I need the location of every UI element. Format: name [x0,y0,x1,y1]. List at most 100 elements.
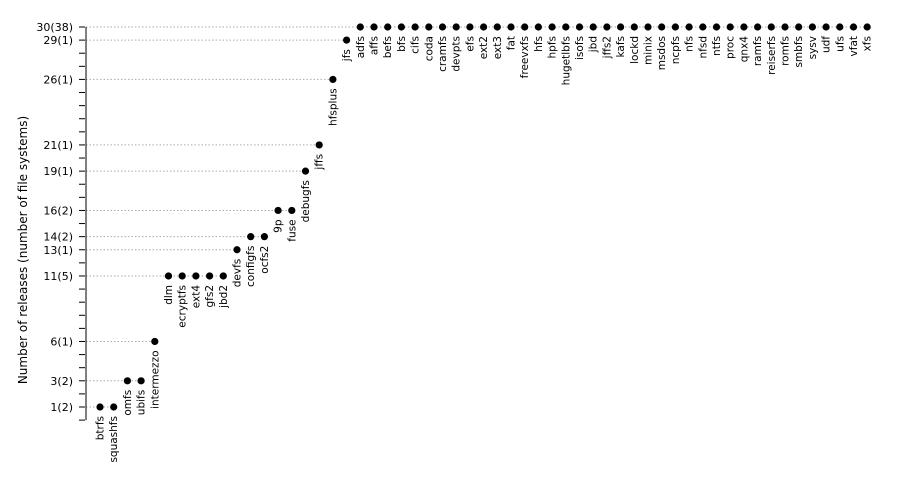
data-point [438,23,447,31]
point-label: btrfs [95,416,107,440]
point-label: hfs [533,36,545,52]
data-point [507,23,515,31]
data-point [301,167,310,175]
point-label: jffs [314,154,326,171]
y-tick-label: 3(2) [50,375,73,388]
data-point [767,23,775,31]
y-ticks: 1(2) 3(2) 6(1) 11(5) 13(1)14(2) 16(2) 19(1) 21(… [36,21,85,421]
point-label: kafs [615,36,627,58]
point-label: jbd2 [218,285,230,309]
data-point [836,23,844,31]
data-point [781,23,789,31]
point-label: befs [382,36,394,58]
data-point [630,23,638,31]
point-label: freevxfs [519,36,531,78]
data-point [617,23,625,31]
data-point [219,272,227,280]
data-point [740,23,748,31]
y-tick-label: 30(38) [36,21,73,34]
data-point [548,23,556,31]
point-label: msdos [656,36,668,70]
data-point [822,23,830,31]
data-point [685,23,693,31]
data-point [356,23,364,31]
data-point [151,337,159,346]
data-point [233,246,241,254]
point-label: jffs2 [601,36,613,59]
data-point [370,23,378,31]
point-label: omfs [122,390,134,416]
y-axis-label: Number of releases (number of file syste… [16,116,30,384]
data-point [260,233,268,241]
point-label: proc [725,36,737,59]
data-point [754,23,762,31]
y-tick-label: 1(2) [50,401,73,414]
point-label: ecryptfs [177,285,189,328]
point-label: fat [506,36,518,50]
data-point [123,377,131,385]
guide-lines [86,26,868,408]
data-point [808,23,817,31]
point-label: hugetlbfs [560,36,572,85]
point-label: sysv [807,36,819,59]
point-label: ext3 [492,36,504,59]
point-label: bfs [396,36,408,52]
data-points [96,23,871,411]
point-label: cramfs [437,36,449,72]
point-label: qnx4 [738,36,750,63]
point-label: smbfs [793,36,805,68]
data-point [521,23,529,31]
point-label: efs [464,36,476,52]
point-label: nfsd [697,36,709,59]
y-tick-label: 21(1) [43,139,73,152]
point-label: ext4 [190,285,202,309]
point-label: devpts [451,36,463,72]
y-tick-label: 26(1) [43,73,73,86]
data-point [712,23,721,31]
y-tick-label: 13(1) [43,244,73,257]
point-label: squashfs [108,416,120,463]
data-point [274,206,282,215]
point-label: affs [369,36,381,55]
point-label: xfs [862,36,874,51]
y-tick-label: 29(1) [43,34,73,47]
point-label: reiserfs [766,36,778,75]
point-label: ncpfs [670,36,682,64]
data-point [658,23,666,31]
point-label: jfs [341,49,353,62]
point-label: udf [821,36,833,53]
data-point [206,272,214,280]
point-label: coda [423,36,435,61]
point-label: hpfs [547,36,559,59]
data-point [110,403,118,411]
point-label: ntfs [711,36,723,56]
data-point [534,23,543,31]
point-label: isofs [574,36,586,60]
data-point [452,23,460,31]
point-label: ubifs [136,390,148,415]
point-label: adfs [355,36,367,58]
point-label: vfat [848,36,860,56]
point-label: configfs [245,246,257,287]
data-point [137,377,145,385]
point-label: nfs [684,36,696,52]
point-label: devfs [232,259,244,288]
data-point [329,75,337,84]
data-point [96,403,104,411]
data-point [480,23,488,31]
data-point [589,23,597,31]
point-label: cifs [410,36,422,54]
point-label: lockd [629,36,641,64]
data-point [164,272,173,280]
y-tick-label: 16(2) [43,204,73,217]
point-label: ramfs [752,36,764,66]
point-label: jbd [588,36,600,53]
point-label: ufs [834,36,846,52]
data-point [411,23,419,31]
data-point [425,23,433,31]
point-label: minix [643,36,655,65]
data-point [384,23,392,31]
data-point [343,36,351,44]
